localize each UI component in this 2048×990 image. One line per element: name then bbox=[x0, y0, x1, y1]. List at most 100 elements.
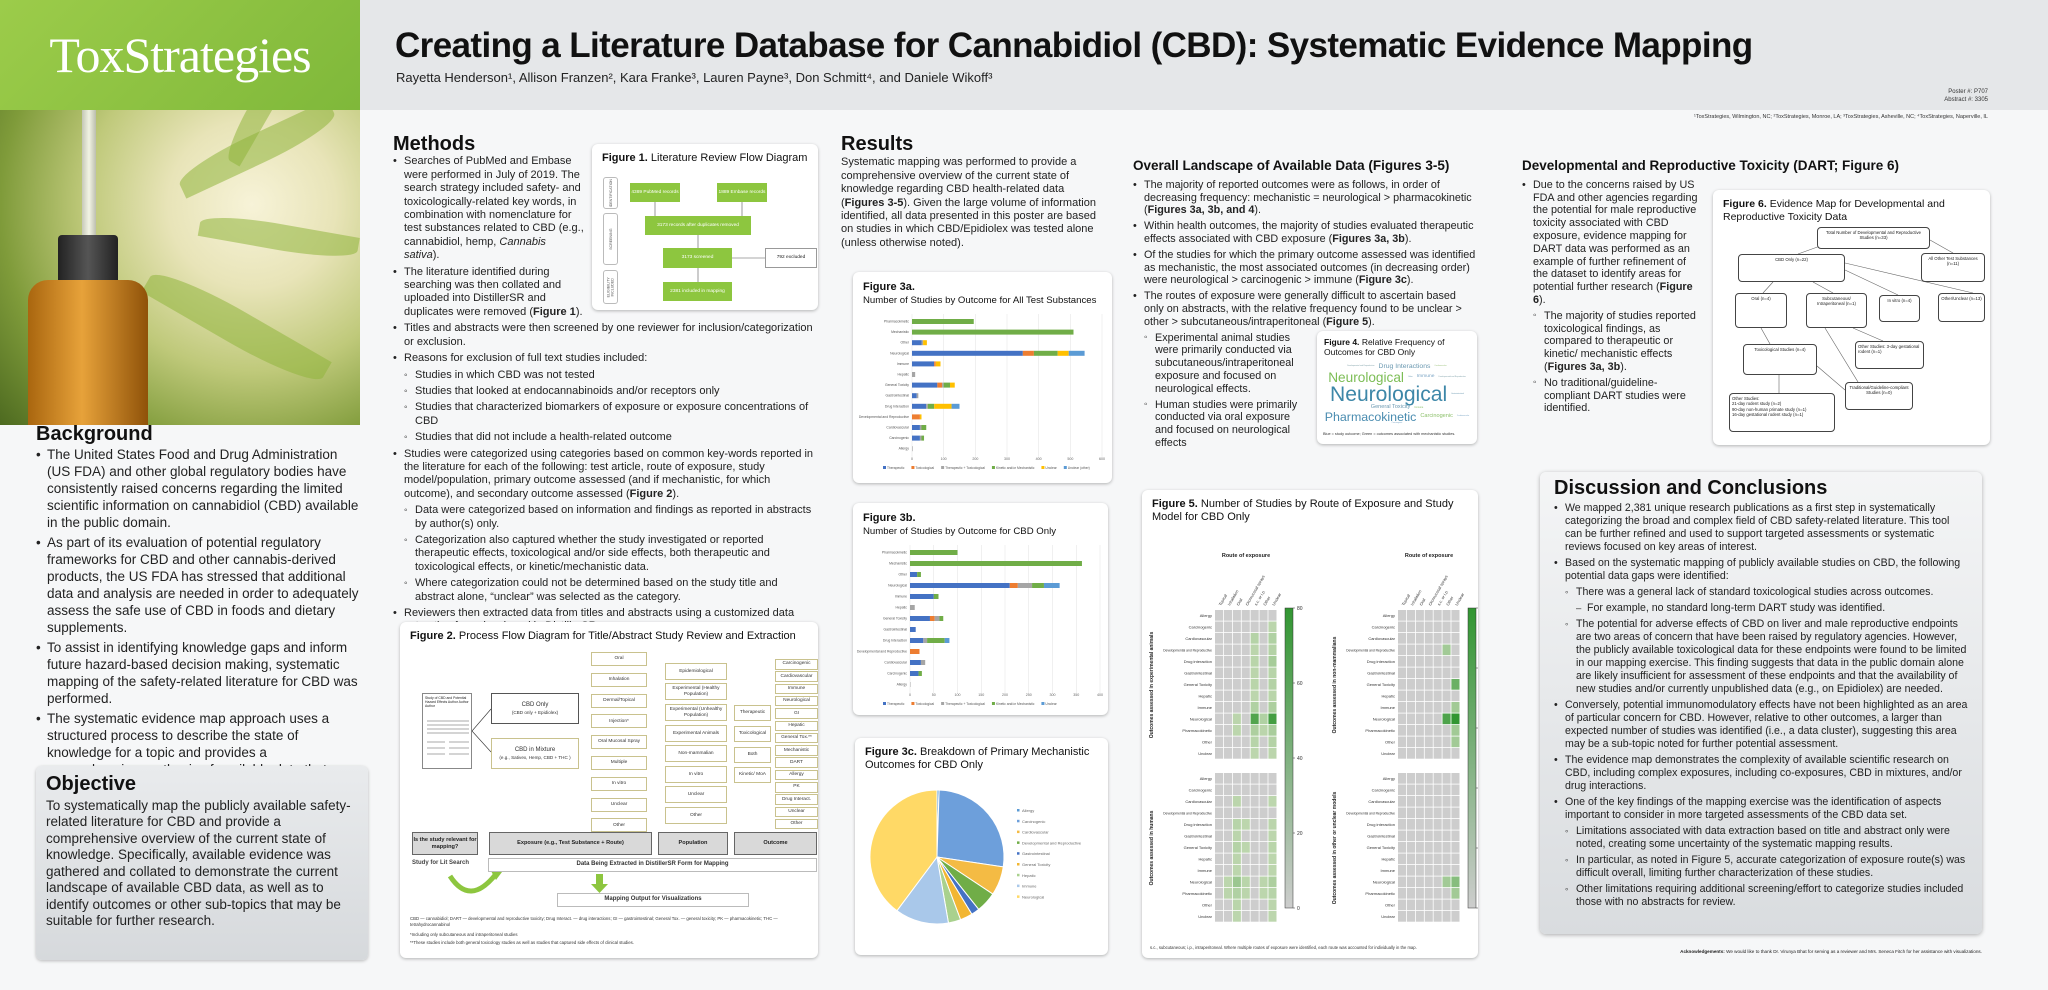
heatmap-cell bbox=[1406, 621, 1415, 633]
heatmap-cell bbox=[1268, 713, 1277, 725]
footnote-injection: *Including only subcutaneous and intrape… bbox=[410, 932, 518, 937]
excluded-records: 792 excluded bbox=[765, 248, 817, 268]
heatmap-cell bbox=[1250, 713, 1259, 725]
heatmap-cell bbox=[1232, 888, 1241, 899]
panel-title: Outcomes assessed in non-mammalians bbox=[1332, 636, 1338, 733]
x-tick-label: 50 bbox=[932, 693, 936, 697]
heatmap-cell bbox=[1406, 888, 1415, 899]
heatmap-cell bbox=[1442, 773, 1451, 784]
heatmap-cell bbox=[1259, 621, 1268, 633]
heatmap-cell bbox=[1250, 748, 1259, 759]
list-item: Within health outcomes, the majority of … bbox=[1133, 220, 1477, 246]
heatmap-cell bbox=[1268, 876, 1277, 888]
heatmap-cell bbox=[1442, 713, 1451, 725]
category-label: Pharmacokinetic bbox=[884, 320, 909, 324]
heatmap-cell bbox=[1406, 690, 1415, 702]
heatmap-cell bbox=[1433, 667, 1442, 679]
bar-segment bbox=[910, 572, 918, 577]
row-label: Other bbox=[1202, 740, 1213, 745]
heatmap-cell bbox=[1268, 807, 1277, 819]
row-label: Neurological bbox=[1373, 717, 1395, 722]
row-label: Immune bbox=[1381, 705, 1396, 710]
legend-label: General Toxicity bbox=[1022, 862, 1050, 867]
category-label: Drug Interaction bbox=[883, 639, 907, 643]
column-label: Other bbox=[1262, 595, 1272, 607]
category-label: Carcinogenic bbox=[889, 436, 909, 440]
option-box: Immune bbox=[775, 683, 818, 695]
list-item: Where categorization could not be determ… bbox=[404, 577, 818, 604]
heatmap-cell bbox=[1241, 796, 1250, 807]
text-segment: To assist in identifying knowledge gaps … bbox=[47, 640, 358, 706]
heatmap-cell bbox=[1250, 807, 1259, 819]
heatmap-cell bbox=[1424, 644, 1433, 656]
legend-swatch bbox=[1041, 702, 1045, 705]
legend-swatch bbox=[1017, 841, 1020, 844]
heatmap-cell bbox=[1451, 748, 1460, 759]
text-segment: ). bbox=[1404, 232, 1412, 245]
heatmap-cell bbox=[1433, 644, 1442, 656]
heatmap-cell bbox=[1398, 667, 1407, 679]
heatmap-cell bbox=[1241, 911, 1250, 922]
heatmap-cell bbox=[1259, 610, 1268, 621]
legend-label: Toxicological bbox=[915, 702, 934, 706]
heatmap-cell bbox=[1451, 656, 1460, 667]
list-item: Studies were categorized using categorie… bbox=[393, 448, 818, 604]
heatmap-cell bbox=[1415, 796, 1424, 807]
row-label: Other bbox=[1202, 903, 1213, 908]
heatmap-cell bbox=[1433, 633, 1442, 644]
heatmap-cell bbox=[1241, 736, 1250, 748]
heatmap-cell bbox=[1451, 865, 1460, 876]
bar-segment bbox=[1017, 583, 1033, 588]
relevance-header: Is the study relevant for mapping? bbox=[412, 832, 478, 855]
heatmap-cell bbox=[1223, 667, 1232, 679]
heatmap-cell bbox=[1451, 644, 1460, 656]
distiller-box: Data Being Extracted in DistillerSR Form… bbox=[488, 858, 817, 872]
in-vitro-box: In vitro (n=4) bbox=[1879, 295, 1920, 322]
list-item: Studies that did not include a health-re… bbox=[404, 431, 818, 445]
column-label: Unclear bbox=[1271, 591, 1283, 606]
list-item: Systematic mapping was performed to prov… bbox=[841, 156, 1103, 250]
heatmap-cell bbox=[1241, 667, 1250, 679]
mapping-output-box: Mapping Output for Visualizations bbox=[557, 893, 749, 907]
heatmap-cell bbox=[1398, 725, 1407, 736]
heatmap-cell bbox=[1442, 690, 1451, 702]
text-segment: Figures 3a, 3b bbox=[1332, 232, 1405, 245]
legend-label: Therapeutic + Toxicological bbox=[945, 466, 985, 470]
text-segment: ). bbox=[1368, 315, 1375, 328]
objective-box: Objective To systematically map the publ… bbox=[36, 766, 368, 960]
stage-screening: SCREENING bbox=[608, 228, 613, 250]
heatmap-cell bbox=[1398, 865, 1407, 876]
heatmap-cell bbox=[1215, 796, 1224, 807]
heatmap-cell bbox=[1232, 876, 1241, 888]
background-section: Background The United States Food and Dr… bbox=[36, 424, 362, 798]
figure-3a-chart: Figure 3a. Number of Studies by Outcome f… bbox=[853, 272, 1112, 483]
all-other-box: All Other Test Substances (n=11) bbox=[1921, 253, 1985, 282]
legend-label: Kinetic and/or Mechanistic bbox=[996, 466, 1035, 470]
heatmap-cell bbox=[1223, 876, 1232, 888]
heatmap-cell bbox=[1259, 713, 1268, 725]
heatmap-cell bbox=[1442, 842, 1451, 853]
heatmap-cell bbox=[1223, 713, 1232, 725]
heatmap-cell bbox=[1215, 679, 1224, 690]
bar-segment bbox=[912, 340, 922, 346]
legend-swatch bbox=[1017, 809, 1020, 812]
heatmap-cell bbox=[1398, 748, 1407, 759]
list-item: The routes of exposure were generally di… bbox=[1133, 290, 1477, 450]
option-box: Multiple bbox=[591, 756, 647, 770]
heatmap-cell bbox=[1232, 830, 1241, 842]
row-label: Neurological bbox=[1190, 717, 1212, 722]
heatmap-cell bbox=[1424, 876, 1433, 888]
heatmap-cell bbox=[1268, 656, 1277, 667]
x-tick-label: 150 bbox=[978, 693, 984, 697]
bar-segment bbox=[912, 350, 1023, 356]
legend-swatch bbox=[911, 702, 915, 705]
heatmap-cell bbox=[1241, 656, 1250, 667]
colorbar-label: 40 bbox=[1297, 756, 1303, 762]
poster-no: Poster #: P707 bbox=[1948, 89, 1988, 95]
bar-segment bbox=[912, 403, 927, 409]
heatmap-cell bbox=[1250, 621, 1259, 633]
x-tick-label: 600 bbox=[1099, 457, 1105, 461]
category-label: Other bbox=[899, 573, 908, 577]
list-item: To assist in identifying knowledge gaps … bbox=[36, 639, 362, 707]
heatmap-cell bbox=[1415, 853, 1424, 865]
